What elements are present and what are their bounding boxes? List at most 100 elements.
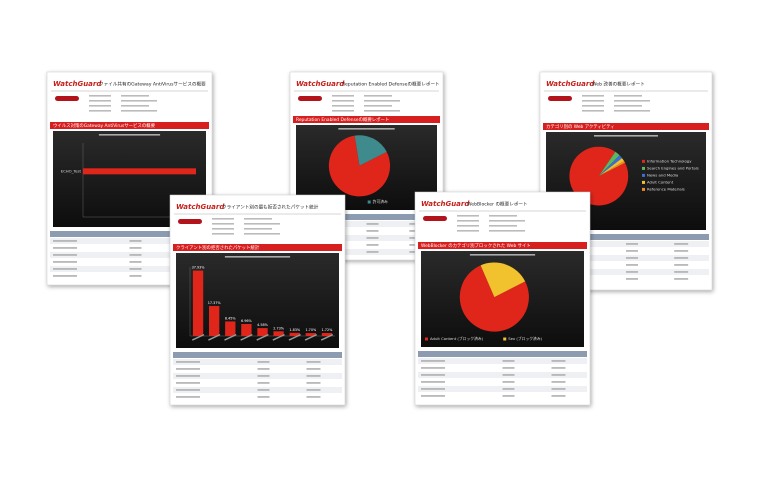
- info-line: [582, 105, 604, 107]
- cell-line: [366, 230, 379, 232]
- cell-line: [502, 381, 515, 383]
- logo: WatchGuard: [546, 80, 595, 88]
- info-line: [332, 110, 354, 112]
- info-line: [121, 100, 157, 102]
- info-line: [489, 215, 517, 217]
- cell-line: [421, 360, 445, 362]
- section-bar: [418, 242, 587, 249]
- cell-line: [129, 275, 142, 277]
- info-line: [212, 233, 234, 235]
- cell-line: [129, 247, 142, 249]
- value-label: 1.70%: [305, 328, 317, 332]
- bar: [241, 323, 252, 336]
- x-label-line: [272, 333, 285, 341]
- cell-line: [551, 381, 566, 383]
- cell-line: [176, 375, 200, 377]
- cell-line: [502, 360, 515, 362]
- red-pill: [298, 96, 322, 101]
- cell-line: [129, 240, 142, 242]
- section-title: ウイルス対策のGateway AntiVirusサービスの概要: [53, 122, 156, 129]
- info-line: [614, 110, 650, 112]
- pie-slice: [459, 265, 529, 332]
- cell-line: [306, 361, 321, 363]
- legend-swatch: [642, 180, 645, 184]
- info-line: [582, 100, 604, 102]
- cell-line: [674, 264, 689, 266]
- info-line: [489, 230, 525, 232]
- info-line: [457, 230, 479, 232]
- value-label: 2.73%: [273, 326, 285, 330]
- section-bar: [173, 244, 342, 251]
- cell-line: [257, 368, 270, 370]
- cell-line: [551, 374, 566, 376]
- info-line: [89, 105, 111, 107]
- cell-line: [366, 244, 379, 246]
- cell-line: [502, 367, 515, 369]
- info-line: [212, 228, 234, 230]
- value-label: 17.37%: [208, 301, 222, 305]
- table-header: [543, 234, 709, 240]
- section-title: クライアント別の拒否されたパケット統計: [176, 244, 260, 251]
- logo: WatchGuard: [296, 80, 345, 88]
- value-label: 37.93%: [192, 266, 206, 270]
- info-line: [582, 95, 604, 97]
- section-bar: [543, 123, 709, 130]
- pie-slice: [480, 262, 526, 298]
- bar: [257, 328, 268, 336]
- info-line: [614, 105, 642, 107]
- legend-swatch: [642, 166, 645, 170]
- info-line: [614, 100, 650, 102]
- value-label: 6.96%: [241, 319, 253, 323]
- x-label-line: [224, 333, 237, 341]
- cell-line: [674, 243, 689, 245]
- red-pill: [423, 216, 447, 221]
- cell-line: [53, 247, 77, 249]
- cell-line: [421, 388, 445, 390]
- info-line: [364, 100, 400, 102]
- info-line: [489, 220, 525, 222]
- legend-swatch: [425, 337, 428, 341]
- info-line: [121, 105, 149, 107]
- info-line: [244, 233, 280, 235]
- legend-label: Adult Content (ブロック済み): [430, 336, 484, 341]
- logo: WatchGuard: [176, 203, 225, 211]
- report-title: WebBlocker の概要レポート: [467, 201, 528, 208]
- pie-slice: [328, 135, 391, 197]
- pie-slice: [598, 155, 623, 177]
- panel-title-line: [224, 256, 291, 258]
- table-header: [293, 214, 440, 220]
- logo: WatchGuard: [421, 200, 470, 208]
- cell-line: [502, 388, 515, 390]
- info-line: [212, 218, 234, 220]
- legend-label: Reference Materials: [647, 186, 685, 191]
- panel-title-line: [594, 135, 658, 137]
- cell-line: [53, 240, 77, 242]
- cell-line: [306, 375, 321, 377]
- cell-line: [626, 250, 638, 252]
- cell-line: [626, 271, 638, 273]
- info-line: [89, 95, 111, 97]
- cell-line: [551, 360, 566, 362]
- info-line: [332, 95, 354, 97]
- cell-line: [306, 389, 321, 391]
- cell-line: [257, 396, 270, 398]
- info-line: [332, 105, 354, 107]
- section-bar: [50, 122, 209, 129]
- bar: [192, 270, 204, 336]
- cell-line: [176, 396, 200, 398]
- cell-line: [551, 388, 566, 390]
- cell-line: [366, 237, 379, 239]
- cell-line: [257, 389, 270, 391]
- cell-line: [306, 396, 321, 398]
- bar: [321, 333, 333, 336]
- legend-swatch: [642, 187, 645, 191]
- legend-swatch: [642, 173, 645, 177]
- cell-line: [257, 382, 270, 384]
- legend-label: 許可済み: [373, 199, 388, 204]
- info-line: [121, 95, 149, 97]
- cell-line: [421, 395, 445, 397]
- section-title: Reputation Enabled Defenseの概要レポート: [296, 116, 389, 123]
